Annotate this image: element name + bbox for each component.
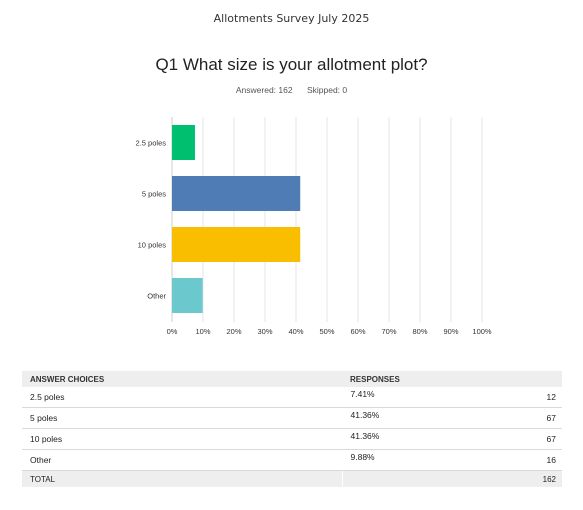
x-tick-label: 60% bbox=[350, 327, 365, 336]
percent-cell: 41.36% bbox=[341, 407, 507, 429]
table-row: 5 poles 41.36% 67 bbox=[22, 407, 562, 429]
survey-title: Allotments Survey July 2025 bbox=[213, 12, 370, 25]
x-tick-label: 100% bbox=[472, 327, 492, 336]
count-cell: 67 bbox=[506, 428, 562, 450]
x-tick-label: 40% bbox=[288, 327, 303, 336]
total-percent-cell bbox=[341, 470, 507, 487]
x-tick-label: 90% bbox=[443, 327, 458, 336]
table-row: 10 poles 41.36% 67 bbox=[22, 428, 562, 450]
response-meta: Answered: 162 Skipped: 0 bbox=[0, 85, 583, 95]
x-tick-label: 30% bbox=[257, 327, 272, 336]
bar bbox=[172, 176, 301, 211]
percent-value: 7.41% bbox=[350, 389, 375, 399]
percent-cell: 9.88% bbox=[341, 449, 507, 471]
percent-cell: 7.41% bbox=[341, 387, 507, 408]
bar bbox=[172, 227, 301, 262]
x-tick-label: 80% bbox=[412, 327, 427, 336]
bar-chart: 0% 10% 20% 30% 40% 50% 60% 70% 80% 90% 100% 2.5 pol… bbox=[136, 117, 492, 336]
skipped-count: Skipped: 0 bbox=[306, 85, 348, 95]
x-tick-label: 50% bbox=[319, 327, 334, 336]
category-label: 10 poles bbox=[138, 241, 167, 250]
category-label: 2.5 poles bbox=[136, 139, 167, 148]
table-row: 2.5 poles 7.41% 12 bbox=[22, 387, 562, 408]
table-row: Other 9.88% 16 bbox=[22, 449, 562, 471]
answered-count: Answered: 162 bbox=[235, 85, 293, 95]
header-responses: RESPONSES bbox=[342, 371, 562, 387]
question-title: Q1 What size is your allotment plot? bbox=[155, 55, 428, 74]
total-label: TOTAL bbox=[22, 470, 342, 487]
percent-value: 9.88% bbox=[350, 452, 375, 462]
percent-cell: 41.36% bbox=[341, 428, 507, 450]
x-tick-label: 20% bbox=[226, 327, 241, 336]
count-cell: 67 bbox=[506, 407, 562, 429]
percent-value: 41.36% bbox=[350, 410, 380, 420]
total-row: TOTAL 162 bbox=[22, 470, 562, 487]
choice-cell: 10 poles bbox=[22, 428, 342, 450]
category-label: Other bbox=[147, 292, 166, 301]
table-header-row: ANSWER CHOICES RESPONSES bbox=[22, 371, 562, 387]
choice-cell: 5 poles bbox=[22, 407, 342, 429]
x-tick-label: 0% bbox=[167, 327, 178, 336]
choice-cell: Other bbox=[22, 449, 342, 471]
count-cell: 16 bbox=[506, 449, 562, 471]
bar bbox=[172, 278, 203, 313]
choice-cell: 2.5 poles bbox=[22, 387, 342, 408]
count-cell: 12 bbox=[506, 387, 562, 408]
category-label: 5 poles bbox=[142, 190, 166, 199]
bar bbox=[172, 125, 195, 160]
results-table: ANSWER CHOICES RESPONSES 2.5 poles 7.41%… bbox=[22, 371, 562, 487]
header-answer-choices: ANSWER CHOICES bbox=[22, 371, 342, 387]
percent-value: 41.36% bbox=[350, 431, 380, 441]
x-tick-label: 10% bbox=[195, 327, 210, 336]
total-count: 162 bbox=[506, 470, 562, 487]
x-tick-label: 70% bbox=[381, 327, 396, 336]
